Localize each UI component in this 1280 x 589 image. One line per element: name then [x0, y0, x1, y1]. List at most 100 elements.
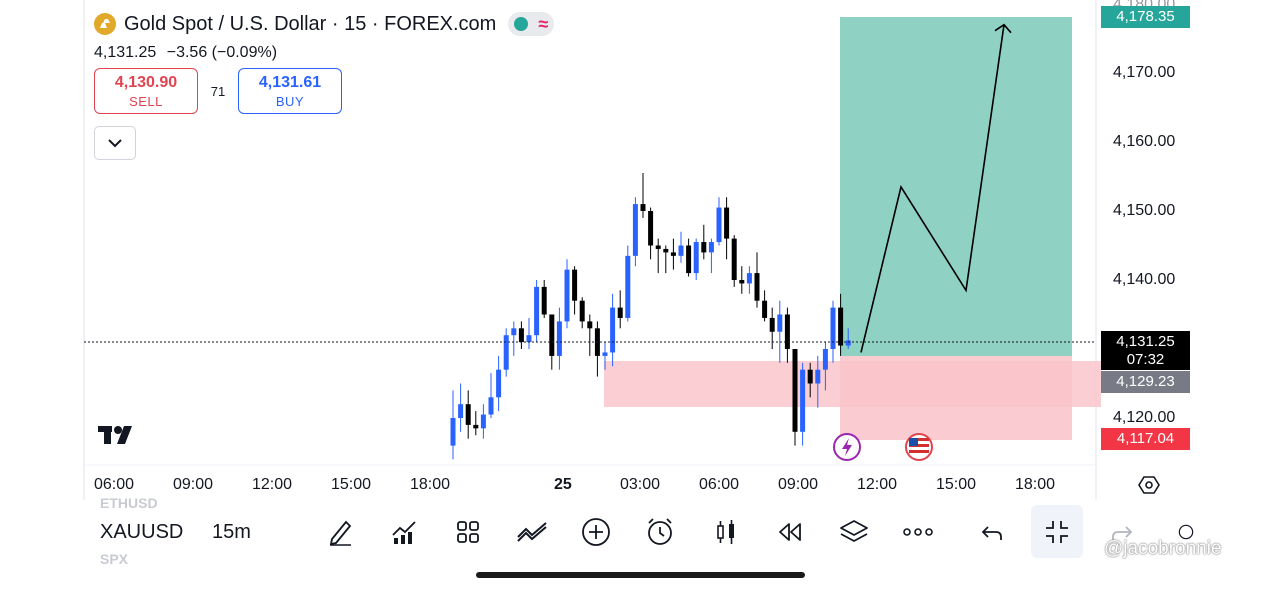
- candle-body[interactable]: [496, 369, 502, 398]
- take-profit-price-tag[interactable]: 4,178.35: [1101, 6, 1190, 28]
- time-tick-label: 15:00: [331, 476, 372, 493]
- layers-icon[interactable]: [837, 515, 871, 549]
- lightning-event-icon[interactable]: [833, 433, 861, 461]
- alert-icon[interactable]: [643, 515, 677, 549]
- candle-body[interactable]: [503, 335, 509, 370]
- candle-body[interactable]: [830, 307, 836, 349]
- time-tick-label: 25: [554, 476, 572, 493]
- replay-icon[interactable]: [773, 515, 807, 549]
- add-icon[interactable]: [579, 515, 613, 549]
- time-tick-label: 18:00: [410, 476, 451, 493]
- candle-body[interactable]: [480, 414, 486, 429]
- candle-body[interactable]: [632, 204, 638, 256]
- candle-body[interactable]: [716, 207, 722, 243]
- candle-body[interactable]: [518, 328, 524, 343]
- buy-price: 4,131.61: [258, 73, 322, 91]
- candle-body[interactable]: [670, 252, 676, 256]
- candle-body[interactable]: [800, 369, 806, 432]
- candle-body[interactable]: [648, 211, 654, 246]
- candle-body[interactable]: [731, 238, 737, 280]
- candle-body[interactable]: [754, 273, 760, 301]
- entry-price-tag[interactable]: 4,129.23: [1101, 371, 1190, 393]
- candle-body[interactable]: [784, 314, 790, 350]
- symbol-list-next[interactable]: SPX: [100, 551, 129, 567]
- candle-body[interactable]: [473, 424, 479, 429]
- symbol-title[interactable]: Gold Spot / U.S. Dollar · 15 · FOREX.com: [124, 12, 497, 35]
- candle-body[interactable]: [465, 404, 471, 425]
- candle-body[interactable]: [777, 314, 783, 332]
- symbol-list-prev[interactable]: ETHUSD: [100, 495, 158, 511]
- indicators-icon[interactable]: [387, 515, 421, 549]
- candle-body[interactable]: [526, 335, 532, 343]
- candle-body[interactable]: [549, 314, 555, 356]
- bottom-toolbar: ETHUSD XAUUSD 15m SPX: [0, 495, 1280, 567]
- price-tick-label: 4,120.00: [1113, 409, 1176, 426]
- candle-body[interactable]: [762, 300, 768, 318]
- collapse-legend-button[interactable]: [94, 126, 136, 160]
- projected-path-arrowhead: [994, 23, 1012, 34]
- candle-body[interactable]: [746, 273, 752, 284]
- sell-price: 4,130.90: [114, 73, 178, 91]
- collapse-icon[interactable]: [1040, 515, 1074, 549]
- candle-body[interactable]: [822, 349, 828, 370]
- undo-icon[interactable]: [975, 515, 1009, 549]
- candle-body[interactable]: [511, 328, 517, 336]
- candle-body[interactable]: [655, 245, 661, 249]
- symbol-header: Gold Spot / U.S. Dollar · 15 · FOREX.com…: [94, 10, 555, 114]
- candle-body[interactable]: [686, 245, 692, 274]
- candle-body[interactable]: [724, 207, 730, 239]
- tradingview-logo[interactable]: [98, 424, 140, 451]
- candle-body[interactable]: [739, 280, 745, 284]
- symbol-selector[interactable]: XAUUSD: [100, 521, 184, 543]
- candle-body[interactable]: [625, 255, 631, 318]
- candle-body[interactable]: [701, 242, 707, 253]
- candle-body[interactable]: [640, 204, 646, 211]
- chart-settings-button[interactable]: [1138, 474, 1160, 501]
- candle-body[interactable]: [678, 245, 684, 256]
- candle-body[interactable]: [602, 352, 608, 356]
- support-zone[interactable]: [604, 361, 1101, 407]
- candle-body[interactable]: [579, 300, 585, 322]
- interval-selector[interactable]: 15m: [212, 521, 251, 543]
- candle-body[interactable]: [708, 242, 714, 253]
- projected-path[interactable]: [860, 24, 1005, 353]
- candle-body[interactable]: [564, 269, 570, 322]
- candle-body[interactable]: [556, 321, 562, 356]
- candle-body[interactable]: [769, 317, 775, 332]
- candle-body[interactable]: [458, 404, 464, 418]
- redo-icon[interactable]: [1105, 515, 1139, 549]
- candle-body[interactable]: [587, 321, 593, 329]
- candle-body[interactable]: [845, 340, 851, 346]
- layouts-icon[interactable]: [451, 515, 485, 549]
- more-icon[interactable]: [901, 515, 935, 549]
- candle-body[interactable]: [488, 397, 494, 415]
- sell-button[interactable]: 4,130.90 SELL: [94, 68, 198, 114]
- candle-body[interactable]: [541, 286, 547, 315]
- candle-body[interactable]: [450, 418, 456, 446]
- compare-icon[interactable]: [515, 515, 549, 549]
- candles-icon[interactable]: [709, 515, 743, 549]
- current-price-value: 4,131.25: [1116, 333, 1175, 350]
- partial-icon[interactable]: [1176, 515, 1196, 549]
- candle-body[interactable]: [572, 269, 578, 301]
- candle-body[interactable]: [617, 307, 623, 318]
- market-status-pill[interactable]: ≈: [508, 12, 555, 36]
- candle-body[interactable]: [610, 307, 616, 353]
- current-price-tag: 4,131.25 07:32: [1101, 331, 1190, 370]
- collapse-button-bg[interactable]: [1031, 505, 1083, 558]
- candle-body[interactable]: [534, 286, 540, 336]
- candle-body[interactable]: [663, 248, 669, 253]
- stop-loss-price-tag[interactable]: 4,117.04: [1101, 428, 1190, 450]
- candle-body[interactable]: [838, 307, 844, 346]
- candle-body[interactable]: [792, 349, 798, 432]
- us-flag-event-icon[interactable]: [905, 433, 933, 461]
- draw-icon[interactable]: [323, 515, 357, 549]
- candle-body[interactable]: [693, 242, 699, 274]
- price-chart[interactable]: [0, 0, 1280, 505]
- time-tick-label: 09:00: [173, 476, 214, 493]
- candle-body[interactable]: [815, 369, 821, 384]
- candle-body[interactable]: [807, 369, 813, 384]
- buy-button[interactable]: 4,131.61 BUY: [238, 68, 342, 114]
- take-profit-zone[interactable]: [840, 17, 1072, 356]
- home-indicator[interactable]: [476, 572, 805, 578]
